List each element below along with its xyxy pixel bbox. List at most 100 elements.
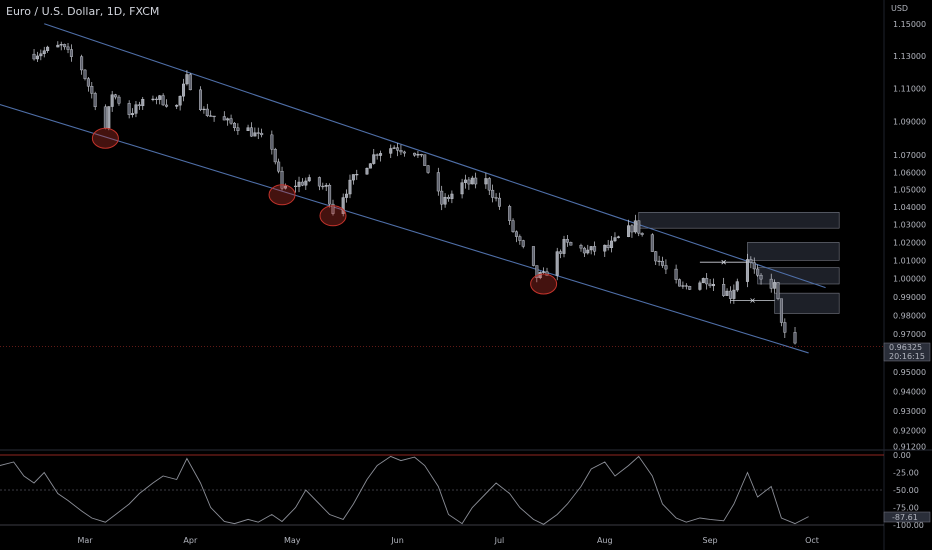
time-tick-label: May <box>284 536 301 545</box>
channel-upper-line <box>44 23 826 289</box>
candle-body <box>399 150 403 153</box>
price-tick-label: 1.02000 <box>893 238 926 247</box>
candle-body <box>467 179 471 185</box>
candle <box>722 277 726 297</box>
candle <box>131 108 135 118</box>
candle <box>616 235 620 239</box>
candle <box>497 192 501 210</box>
candle <box>232 121 236 132</box>
candle <box>151 95 155 102</box>
candle-body <box>396 147 400 151</box>
candle <box>684 283 688 290</box>
candle <box>114 93 118 100</box>
candle-body <box>127 103 131 115</box>
candle <box>752 257 756 274</box>
candle <box>205 103 209 118</box>
candle <box>93 91 97 111</box>
candle-body <box>633 220 637 233</box>
candle-body <box>759 274 763 280</box>
candle <box>154 96 158 105</box>
candle <box>110 90 114 112</box>
candle <box>579 243 583 252</box>
candle <box>732 284 736 304</box>
candle <box>416 150 420 159</box>
candle-body <box>389 148 393 154</box>
candle-body <box>589 246 593 251</box>
candle <box>249 122 253 137</box>
candle-body <box>372 154 376 164</box>
candle <box>307 174 311 183</box>
candle <box>69 44 73 62</box>
candle-body <box>199 89 203 110</box>
candle <box>606 239 610 251</box>
candle <box>103 104 107 130</box>
candle <box>426 165 430 174</box>
candle-body <box>103 106 107 129</box>
candle-body <box>137 104 141 107</box>
price-tick-label: 1.05000 <box>893 186 926 195</box>
candle <box>161 93 165 106</box>
candle-body <box>328 184 332 205</box>
candle <box>674 264 678 284</box>
candle-body <box>226 118 230 121</box>
candle-body <box>90 85 94 94</box>
candle-body <box>637 220 641 234</box>
candle <box>86 77 90 92</box>
candle-body <box>182 83 186 97</box>
candle <box>657 255 661 266</box>
price-tick-label: 1.04000 <box>893 203 926 212</box>
candle <box>351 174 355 185</box>
circled-low-marker <box>319 205 347 227</box>
candle-body <box>260 132 264 136</box>
price-tick-label: 0.93000 <box>893 407 926 416</box>
candle-body <box>783 322 787 333</box>
price-tick-label: 1.11000 <box>893 84 926 93</box>
candle-body <box>66 46 70 50</box>
candle-body <box>664 265 668 270</box>
price-tick-label: 1.06000 <box>893 168 926 177</box>
candle-body <box>735 281 739 291</box>
candle <box>688 285 692 291</box>
candle-body <box>158 95 162 100</box>
candle-body <box>134 104 138 114</box>
candle-body <box>684 285 688 287</box>
candle-body <box>117 96 121 104</box>
candle-body <box>579 245 583 249</box>
candle <box>226 117 230 126</box>
candle <box>375 153 379 160</box>
price-tick-label: 0.97000 <box>893 330 926 339</box>
candle-body <box>732 289 736 299</box>
oscillator-line <box>0 455 809 525</box>
candle <box>222 111 226 121</box>
candle <box>443 193 447 208</box>
candle <box>117 94 121 106</box>
candle-body <box>253 132 257 137</box>
candle-body <box>657 260 661 263</box>
candle-body <box>69 49 73 57</box>
candle <box>640 232 644 237</box>
candle <box>749 256 753 269</box>
supply-zone <box>774 292 840 314</box>
candle <box>511 218 515 233</box>
price-tick-label: 1.15000 <box>893 20 926 29</box>
candle <box>569 241 573 246</box>
candle-body <box>205 108 209 116</box>
candle-body <box>151 98 155 100</box>
candle <box>283 183 287 190</box>
candle-body <box>630 225 634 233</box>
candle-body <box>348 179 352 195</box>
candle <box>270 130 274 155</box>
candle <box>698 280 702 291</box>
candle <box>107 106 111 131</box>
candle <box>185 70 189 86</box>
candle-body <box>280 170 284 189</box>
price-tick-label: 0.92000 <box>893 426 926 435</box>
candle <box>256 127 260 140</box>
candle-body <box>779 298 783 323</box>
candle <box>508 204 512 225</box>
candle-body <box>521 240 525 247</box>
candle-body <box>565 239 569 243</box>
candle-body <box>535 265 539 279</box>
candle-body <box>419 154 423 156</box>
